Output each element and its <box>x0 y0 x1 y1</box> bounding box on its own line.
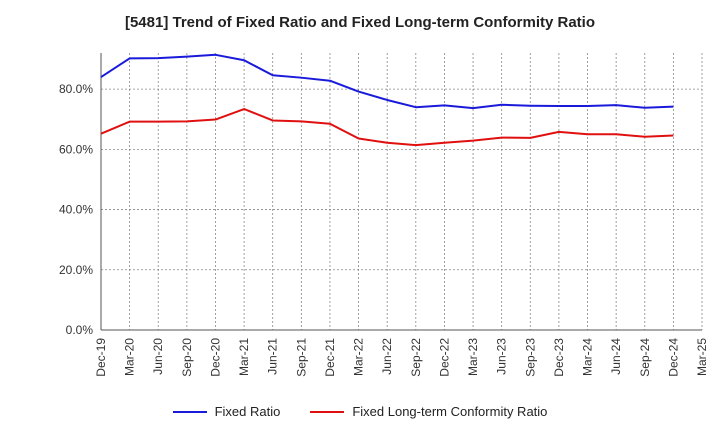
x-tick-label: Dec-19 <box>94 338 108 377</box>
legend: Fixed Ratio Fixed Long-term Conformity R… <box>0 404 720 419</box>
x-tick-label: Mar-23 <box>466 338 480 376</box>
legend-swatch-conformity-ratio <box>310 410 345 413</box>
x-tick-label: Dec-20 <box>208 338 222 377</box>
x-tick-label: Dec-21 <box>323 338 337 377</box>
y-tick-label: 60.0% <box>59 142 93 156</box>
series-line-1 <box>100 108 674 147</box>
legend-label-fixed-ratio: Fixed Ratio <box>214 404 281 419</box>
chart-title: [5481] Trend of Fixed Ratio and Fixed Lo… <box>124 14 596 31</box>
x-tick-label: Dec-23 <box>552 338 566 377</box>
legend-swatch-fixed-ratio <box>172 410 207 413</box>
x-tick-label: Mar-21 <box>237 338 251 376</box>
y-tick-label: 0.0% <box>66 323 94 337</box>
x-tick-label: Jun-24 <box>609 338 623 375</box>
axis-layer <box>100 53 702 331</box>
x-tick-label: Jun-20 <box>151 338 165 375</box>
grid-layer <box>100 53 703 331</box>
legend-item-conformity-ratio: Fixed Long-term Conformity Ratio <box>310 404 547 419</box>
x-tick-label: Mar-25 <box>695 338 709 376</box>
y-tick-label: 80.0% <box>59 82 93 96</box>
label-layer: 0.0% 20.0% 40.0% 60.0% 80.0% Dec-19 Mar-20 Jun-… <box>59 82 709 377</box>
x-tick-label: Jun-22 <box>380 338 394 375</box>
x-tick-label: Dec-22 <box>437 338 451 377</box>
y-tick-label: 20.0% <box>59 263 93 277</box>
x-tick-label: Mar-22 <box>352 338 366 376</box>
series-line-0 <box>100 53 674 110</box>
x-tick-label: Sep-21 <box>294 338 308 377</box>
y-tick-label: 40.0% <box>59 203 93 217</box>
x-tick-label: Sep-24 <box>638 338 652 377</box>
series-layer <box>100 53 674 147</box>
legend-label-conformity-ratio: Fixed Long-term Conformity Ratio <box>352 404 548 419</box>
x-tick-label: Mar-24 <box>581 338 595 376</box>
x-tick-label: Jun-21 <box>266 338 280 375</box>
x-tick-label: Dec-24 <box>666 338 680 377</box>
x-tick-label: Sep-20 <box>180 338 194 377</box>
x-tick-label: Sep-23 <box>523 338 537 377</box>
legend-item-fixed-ratio: Fixed Ratio <box>172 404 281 419</box>
x-tick-label: Sep-22 <box>409 338 423 377</box>
x-tick-label: Jun-23 <box>495 338 509 375</box>
x-tick-label: Mar-20 <box>123 338 137 376</box>
